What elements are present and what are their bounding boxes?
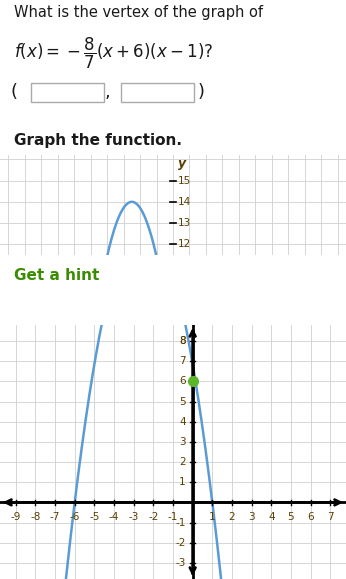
Text: -2: -2 xyxy=(175,538,186,548)
Text: y: y xyxy=(178,157,186,170)
Text: 12: 12 xyxy=(177,239,191,250)
Text: -8: -8 xyxy=(30,512,40,522)
FancyBboxPatch shape xyxy=(31,83,104,102)
Text: 2: 2 xyxy=(229,512,235,522)
Text: (: ( xyxy=(10,83,17,101)
Text: 4: 4 xyxy=(179,417,186,427)
Text: 7: 7 xyxy=(327,512,334,522)
Text: 7: 7 xyxy=(179,356,186,367)
Text: -1: -1 xyxy=(175,518,186,527)
Text: 8: 8 xyxy=(179,336,186,346)
Text: 5: 5 xyxy=(288,512,294,522)
Text: 1: 1 xyxy=(209,512,216,522)
Text: 13: 13 xyxy=(177,218,191,228)
Text: Graph the function.: Graph the function. xyxy=(14,133,182,148)
Text: 2: 2 xyxy=(179,457,186,467)
Text: 14: 14 xyxy=(177,197,191,207)
FancyBboxPatch shape xyxy=(121,83,194,102)
Text: ): ) xyxy=(197,83,204,101)
Text: -1: -1 xyxy=(168,512,178,522)
Text: Get a hint: Get a hint xyxy=(14,267,99,283)
Text: -4: -4 xyxy=(109,512,119,522)
Text: 1: 1 xyxy=(179,477,186,488)
Text: -6: -6 xyxy=(70,512,80,522)
Text: 4: 4 xyxy=(268,512,275,522)
Text: 6: 6 xyxy=(307,512,314,522)
Text: -7: -7 xyxy=(50,512,60,522)
Text: 3: 3 xyxy=(248,512,255,522)
Text: -2: -2 xyxy=(148,512,158,522)
Text: -3: -3 xyxy=(175,558,186,568)
Text: 3: 3 xyxy=(179,437,186,447)
Text: -5: -5 xyxy=(89,512,100,522)
Text: 8: 8 xyxy=(179,336,186,346)
Text: 5: 5 xyxy=(179,397,186,406)
Text: -3: -3 xyxy=(128,512,139,522)
Text: What is the vertex of the graph of: What is the vertex of the graph of xyxy=(14,5,263,20)
Text: $f(x) = -\dfrac{8}{7}(x + 6)(x - 1)$?: $f(x) = -\dfrac{8}{7}(x + 6)(x - 1)$? xyxy=(14,36,213,71)
Text: ,: , xyxy=(104,83,110,101)
Text: 15: 15 xyxy=(177,175,191,185)
Text: 6: 6 xyxy=(179,376,186,386)
Text: -9: -9 xyxy=(10,512,21,522)
